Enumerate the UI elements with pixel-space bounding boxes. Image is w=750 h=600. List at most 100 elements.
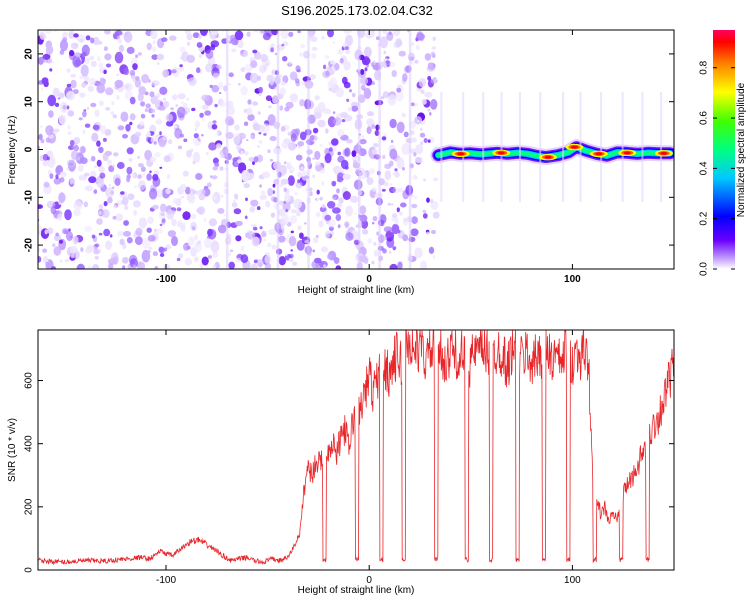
heatmap-noise-blob bbox=[314, 257, 322, 264]
heatmap-noise-blob bbox=[66, 167, 69, 171]
heatmap-noise-blob bbox=[96, 83, 106, 94]
heatmap-noise-blob bbox=[319, 196, 323, 201]
heatmap-noise-blob bbox=[285, 252, 288, 256]
heatmap-noise-blob bbox=[129, 258, 138, 268]
heatmap-noise-blob bbox=[393, 42, 401, 49]
heatmap-noise-blob bbox=[184, 186, 191, 195]
heatmap-noise-blob bbox=[367, 238, 373, 244]
heatmap-noise-blob bbox=[165, 113, 174, 122]
heatmap-noise-blob bbox=[227, 118, 235, 126]
heatmap-noise-blob bbox=[91, 132, 99, 142]
heatmap-noise-blob bbox=[211, 84, 220, 93]
heatmap-streak bbox=[307, 30, 310, 269]
heatmap-noise-blob bbox=[379, 36, 388, 49]
heatmap-noise-blob bbox=[401, 113, 406, 118]
heatmap-noise-blob bbox=[209, 84, 213, 88]
heatmap-noise-blob bbox=[281, 140, 290, 149]
heatmap-noise-blob bbox=[160, 203, 167, 213]
heatmap-noise-blob bbox=[386, 31, 394, 41]
snr-y-label: SNR (10 * v/v) bbox=[7, 418, 18, 482]
heatmap-noise-blob bbox=[176, 106, 186, 119]
heatmap-noise-blob bbox=[240, 150, 244, 155]
heatmap-noise-blob bbox=[201, 94, 210, 102]
heatmap-streak bbox=[225, 30, 229, 269]
heatmap-noise-blob bbox=[146, 136, 151, 142]
heatmap-noise-blob bbox=[149, 170, 152, 174]
heatmap-hot-spot-peak bbox=[457, 152, 465, 156]
heatmap-noise-blob bbox=[360, 76, 369, 86]
heatmap-noise-blob bbox=[112, 114, 118, 119]
heatmap-noise-blob bbox=[337, 224, 341, 229]
heatmap-noise-blob bbox=[415, 144, 424, 155]
heatmap-noise-blob bbox=[98, 146, 104, 154]
heatmap-noise-blob bbox=[310, 52, 317, 59]
heatmap-noise-blob bbox=[314, 161, 321, 166]
heatmap-noise-blob bbox=[260, 54, 269, 62]
heatmap-noise-blob bbox=[282, 56, 288, 62]
heatmap-noise-blob bbox=[433, 177, 439, 182]
heatmap-noise-blob bbox=[184, 30, 191, 35]
heatmap-noise-blob bbox=[53, 177, 62, 185]
heatmap-noise-blob bbox=[105, 87, 114, 96]
heatmap-noise-blob bbox=[312, 127, 319, 134]
heatmap-noise-blob bbox=[171, 235, 178, 247]
heatmap-noise-blob bbox=[411, 61, 414, 65]
heatmap-noise-blob bbox=[68, 145, 72, 150]
heatmap-noise-blob bbox=[261, 190, 266, 195]
heatmap-noise-blob bbox=[247, 99, 252, 105]
snr-x-label: Height of straight line (km) bbox=[298, 585, 415, 596]
heatmap-noise-blob bbox=[372, 216, 378, 222]
heatmap-noise-blob bbox=[234, 124, 240, 131]
heatmap-noise-blob bbox=[327, 201, 336, 209]
heatmap-noise-blob bbox=[182, 102, 188, 108]
heatmap-noise-blob bbox=[73, 209, 81, 217]
heatmap-noise-blob bbox=[294, 192, 298, 196]
heatmap-noise-blob bbox=[247, 232, 253, 240]
heatmap-noise-blob bbox=[133, 209, 138, 216]
heatmap-noise-blob bbox=[178, 253, 184, 259]
heatmap-x-tick-label: 100 bbox=[564, 274, 581, 285]
heatmap-noise-blob bbox=[316, 198, 319, 202]
heatmap-noise-blob bbox=[150, 108, 156, 114]
heatmap-noise-blob bbox=[262, 123, 270, 135]
heatmap-streak bbox=[276, 30, 280, 269]
heatmap-noise-blob bbox=[142, 237, 151, 249]
heatmap-noise-blob bbox=[79, 145, 86, 154]
heatmap-noise-blob bbox=[129, 96, 136, 105]
heatmap-noise-blob bbox=[208, 218, 217, 227]
heatmap-noise-blob bbox=[42, 160, 50, 167]
heatmap-noise-blob bbox=[94, 255, 99, 260]
heatmap-noise-blob bbox=[123, 67, 129, 76]
heatmap-noise-blob bbox=[122, 265, 126, 269]
heatmap-noise-blob bbox=[291, 209, 297, 214]
heatmap-noise-blob bbox=[210, 30, 219, 36]
heatmap-noise-blob bbox=[62, 31, 69, 37]
heatmap-noise-blob bbox=[194, 120, 200, 128]
heatmap-noise-blob bbox=[81, 44, 90, 57]
heatmap-noise-blob bbox=[49, 68, 53, 72]
heatmap-noise-blob bbox=[383, 226, 393, 233]
heatmap-noise-blob bbox=[246, 31, 251, 37]
heatmap-noise-blob bbox=[234, 193, 239, 200]
heatmap-noise-blob bbox=[290, 249, 294, 252]
heatmap-noise-blob bbox=[227, 106, 236, 116]
heatmap-noise-blob bbox=[382, 235, 387, 241]
heatmap-noise-blob bbox=[397, 261, 403, 269]
snr-x-tick-label: 0 bbox=[366, 575, 372, 586]
heatmap-noise-blob bbox=[207, 228, 213, 237]
heatmap-noise-blob bbox=[145, 103, 151, 109]
heatmap-noise-blob bbox=[278, 256, 286, 266]
heatmap-noise-blob bbox=[332, 41, 336, 44]
heatmap-noise-blob bbox=[316, 189, 320, 195]
heatmap-noise-blob bbox=[140, 166, 146, 172]
heatmap-noise-blob bbox=[288, 61, 292, 65]
heatmap-noise-blob bbox=[59, 39, 69, 52]
heatmap-noise-blob bbox=[366, 111, 374, 117]
heatmap-noise-blob bbox=[269, 78, 275, 86]
heatmap-noise-blob bbox=[146, 42, 152, 51]
heatmap-noise-blob bbox=[84, 225, 93, 232]
heatmap-noise-blob bbox=[295, 208, 301, 217]
heatmap-noise-blob bbox=[237, 159, 242, 164]
heatmap-noise-blob bbox=[274, 52, 278, 56]
heatmap-noise-blob bbox=[352, 159, 357, 166]
